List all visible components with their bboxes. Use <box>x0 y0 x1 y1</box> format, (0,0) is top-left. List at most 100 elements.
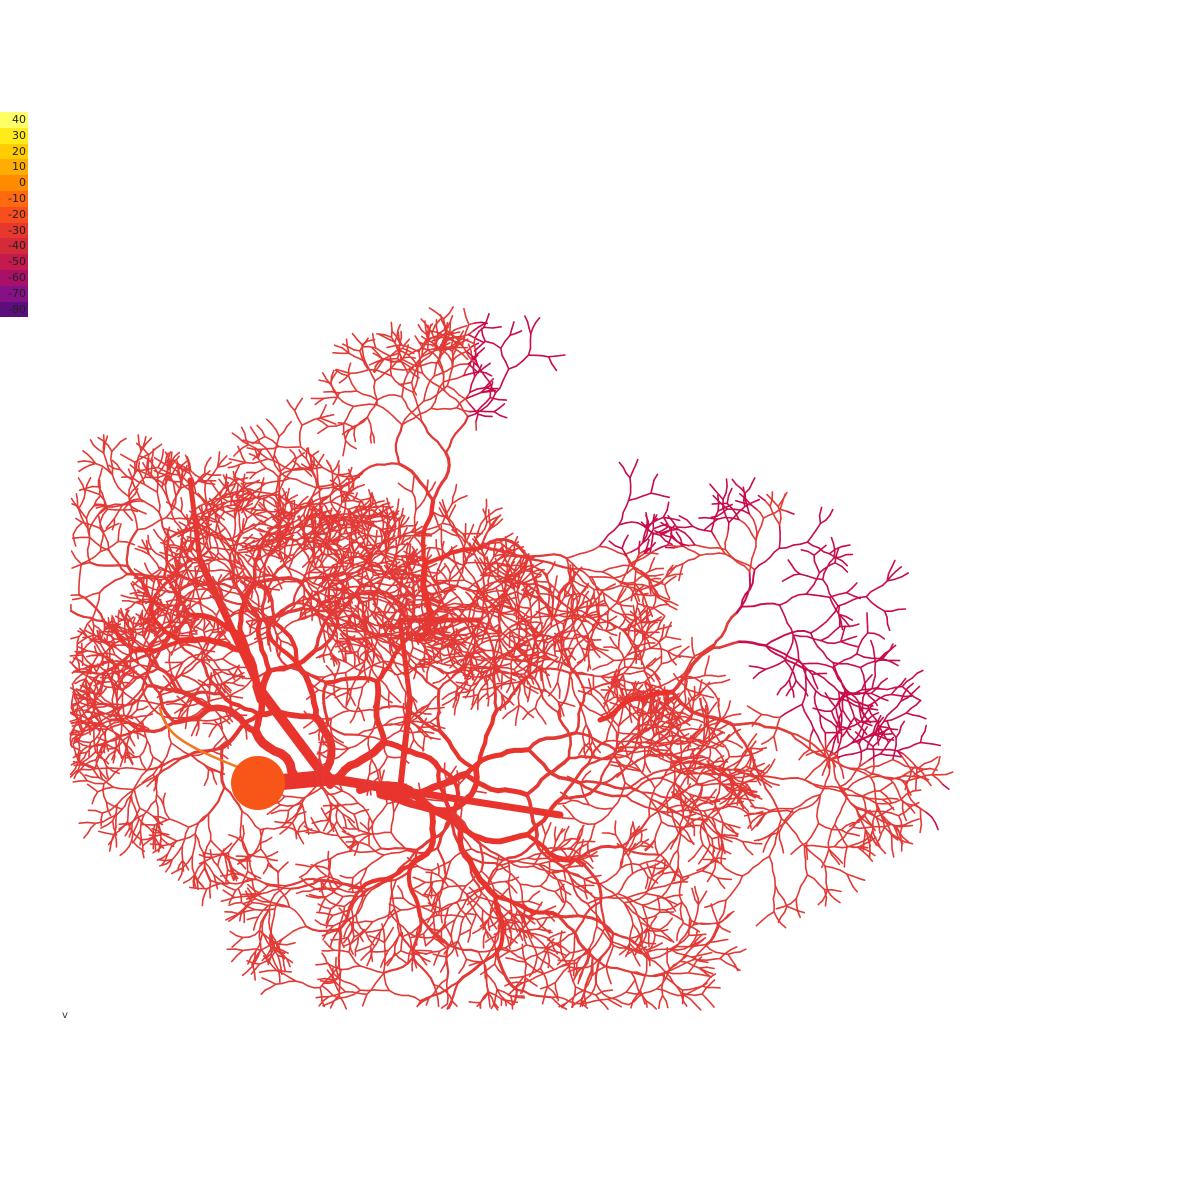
dendrite-segment <box>527 857 536 861</box>
dendrite-segment <box>480 870 488 878</box>
dendrite-segment <box>563 871 567 880</box>
dendrite-segment <box>125 766 135 770</box>
dendrite-segment <box>165 858 173 865</box>
dendrite-segment <box>176 606 179 616</box>
dendrite-segment <box>190 658 198 665</box>
dendrite-segment <box>146 811 155 818</box>
dendrite-segment <box>354 833 364 838</box>
dendrite-segment <box>224 687 232 694</box>
dendrite-segment <box>275 633 279 643</box>
dendrite-segment <box>351 536 361 544</box>
dendrite-segment <box>179 671 188 676</box>
dendrite-segment <box>94 634 102 640</box>
dendrite-segment <box>237 859 245 862</box>
dendrite-segment <box>120 594 131 599</box>
dendrite-segment <box>270 858 279 862</box>
dendrite-segment <box>356 733 367 738</box>
dendrite-segment <box>330 551 339 558</box>
dendrite-segment <box>149 750 154 758</box>
dendrite-segment <box>113 686 122 691</box>
dendrite-segment <box>563 832 567 842</box>
dendrite-segment <box>249 625 252 635</box>
dendrite-segment <box>172 615 178 623</box>
dendrite-segment <box>204 654 211 663</box>
dendrite-segment <box>440 914 443 924</box>
dendrite-segment <box>237 803 244 813</box>
dendrite-segment <box>394 838 403 846</box>
dendrite-segment <box>584 891 588 900</box>
dendrite-segment <box>208 866 215 876</box>
dendrite-segment <box>253 638 263 644</box>
dendrite-segment <box>243 633 252 638</box>
dendrite-segment <box>301 495 309 502</box>
dendrite-segment <box>174 634 185 637</box>
dendrite-segment <box>188 832 196 839</box>
dendrite-segment <box>178 521 186 527</box>
dendrite-segment <box>182 878 191 884</box>
dendrite-segment <box>168 652 171 662</box>
dendrite-segment <box>136 801 141 810</box>
dendrite-segment <box>96 734 102 745</box>
dendrite-segment <box>220 786 226 796</box>
dendrite-segment <box>264 605 272 610</box>
dendrite-segment <box>202 660 210 666</box>
dendrite-segment <box>213 660 219 668</box>
dendrite-segment <box>138 781 146 787</box>
dendrite-segment <box>359 874 366 883</box>
dendrite-segment <box>110 674 114 683</box>
dendrite-segment <box>93 678 99 682</box>
dendrite-segment <box>187 676 196 682</box>
dendrite-segment <box>423 938 427 947</box>
dendrite-segment <box>110 833 115 844</box>
dendrite-segment <box>397 482 406 490</box>
dendrite-segment <box>220 568 229 572</box>
dendrite-segment <box>138 755 143 765</box>
dendrite-segment <box>140 838 144 847</box>
dendrite-segment <box>93 790 99 799</box>
dendrite-segment <box>162 675 169 682</box>
dendrite-segment <box>272 803 282 811</box>
dendrite-segment <box>175 820 184 826</box>
dendrite-segment <box>175 690 185 693</box>
dendrite-segment <box>124 605 132 611</box>
dendrite-segment <box>132 617 136 624</box>
dendrite-segment <box>130 627 139 631</box>
dendrite-segment <box>441 522 451 526</box>
dendrite-segment <box>285 621 293 627</box>
dendrite-segment <box>94 820 104 825</box>
dendrite-segment <box>145 539 149 549</box>
dendrite-segment <box>362 842 370 847</box>
dendrite-segment <box>569 903 576 911</box>
dendrite-segment <box>450 504 457 514</box>
dendrite-segment <box>494 507 503 511</box>
dendrite-segment <box>539 879 547 887</box>
dendrite-segment <box>307 569 311 579</box>
dendrite-segment <box>200 867 206 875</box>
dendrite-segment <box>183 649 192 655</box>
dendrite-segment <box>339 874 348 879</box>
dendrite-segment <box>142 641 147 649</box>
colorbar-tick-label: -40 <box>8 239 26 253</box>
dendrite-segment <box>156 563 161 571</box>
dendrite-segment <box>225 860 229 871</box>
dendrite-segment <box>123 630 129 638</box>
dendrite-segment <box>525 865 535 868</box>
dendrite-segment <box>194 566 197 576</box>
dendrite-segment <box>86 654 93 658</box>
dendrite-segment <box>386 755 395 759</box>
colorbar-cell: -60 <box>0 269 28 286</box>
dendrite-segment <box>170 613 174 623</box>
dendrite-segment <box>101 638 107 645</box>
dendrite-segment <box>182 656 190 664</box>
dendrite-segment <box>117 737 122 746</box>
dendrite-segment <box>147 541 153 550</box>
dendrite-segment <box>108 814 118 819</box>
dendrite-segment <box>84 629 91 634</box>
dendrite-segment <box>91 787 99 793</box>
dendrite-segment <box>187 590 193 599</box>
dendrite-segment <box>394 905 402 911</box>
dendrite-segment <box>144 777 152 783</box>
dendrite-segment <box>181 631 189 635</box>
dendrite-segment <box>573 908 579 916</box>
colorbar-tick-label: -30 <box>8 223 26 237</box>
